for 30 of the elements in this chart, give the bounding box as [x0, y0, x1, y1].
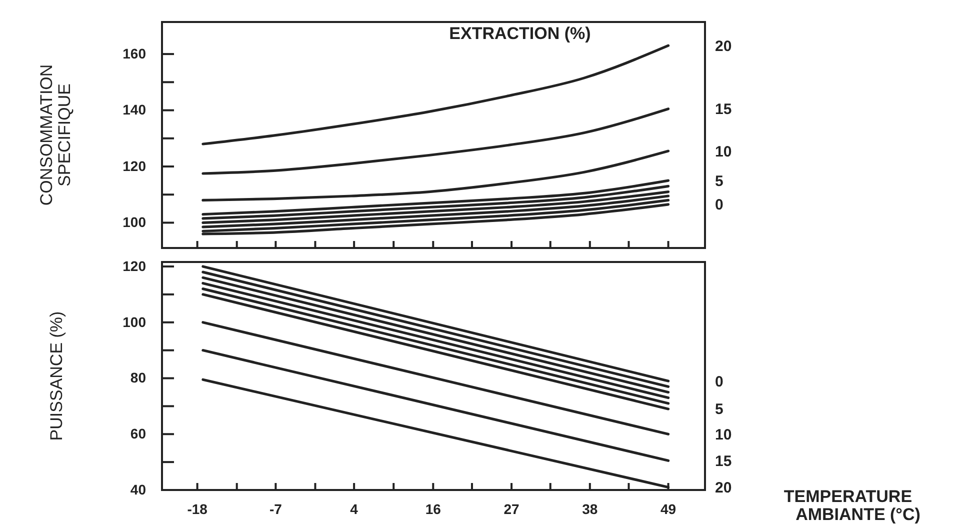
y-tick-label: 60 — [130, 426, 146, 442]
x-axis-title: TEMPERATURE AMBIANTE (°C) — [784, 487, 920, 524]
text: 0 — [715, 373, 724, 390]
y-tick-label: 100 — [122, 314, 146, 330]
y-tick-label: 40 — [130, 481, 146, 498]
y-tick-label: 140 — [122, 102, 146, 118]
text: 15 — [715, 101, 732, 118]
text: 15 — [715, 452, 732, 470]
y-tick-label: 120 — [122, 158, 146, 174]
text: 20 — [715, 38, 732, 55]
x-tick-label: 38 — [582, 500, 598, 517]
x-tick-label: 27 — [504, 500, 520, 517]
annotation: EXTRACTION (%) — [449, 24, 591, 43]
x-tick-label: 4 — [350, 500, 358, 517]
y-axis-title: PUISSANCE (%) — [47, 311, 66, 441]
y-tick-label: 80 — [130, 370, 146, 386]
x-tick-label: -7 — [269, 500, 282, 517]
text: 5 — [715, 401, 724, 418]
text: 5 — [715, 172, 724, 190]
y-axis-title: CONSOMMATION SPECIFIQUE — [37, 64, 74, 206]
y-tick-label: 120 — [122, 258, 146, 274]
text: 10 — [715, 426, 732, 444]
y-tick-label: 160 — [122, 46, 146, 62]
text: 20 — [715, 479, 732, 496]
text: 0 — [715, 196, 724, 214]
x-tick-label: 16 — [425, 500, 442, 517]
y-tick-label: 100 — [122, 214, 146, 230]
x-tick-label: 49 — [660, 500, 676, 517]
text: 10 — [715, 143, 732, 160]
x-tick-label: -18 — [187, 500, 208, 517]
